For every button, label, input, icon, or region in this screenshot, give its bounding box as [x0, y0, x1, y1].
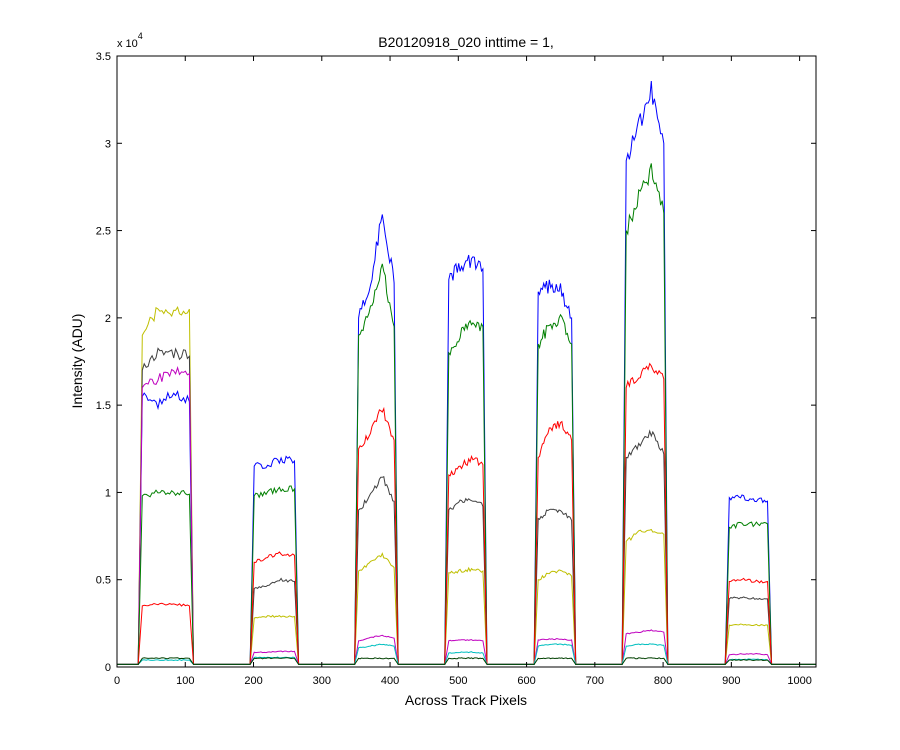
- x-axis-label: Across Track Pixels: [405, 692, 527, 708]
- x-tick-label: 500: [449, 675, 467, 687]
- y-tick-label: 0: [105, 662, 111, 674]
- y-ticks: 0 0.5 1 1.5 2 2.5 3 3.5: [96, 51, 816, 674]
- series-line-8: [117, 657, 816, 665]
- y-multiplier-exponent: 4: [138, 31, 143, 41]
- plot-frame: [116, 55, 817, 668]
- series-line-2: [117, 305, 816, 665]
- y-tick-label: 3: [105, 138, 111, 150]
- y-axis-label: Intensity (ADU): [69, 314, 85, 409]
- x-tick-label: 600: [517, 675, 535, 687]
- series-layer: [117, 80, 816, 665]
- x-tick-label: 800: [654, 675, 672, 687]
- x-tick-label: 100: [176, 675, 194, 687]
- x-tick-label: 300: [313, 675, 331, 687]
- x-tick-label: 200: [244, 675, 262, 687]
- y-multiplier-label: x 104: [117, 31, 143, 50]
- series-line-7: [117, 643, 816, 665]
- y-tick-label: 2.5: [96, 226, 111, 238]
- y-tick-label: 3.5: [96, 51, 111, 63]
- series-line-5: [117, 163, 816, 665]
- chart-title: B20120918_020 inttime = 1,: [378, 34, 554, 50]
- y-tick-label: 2: [105, 313, 111, 325]
- x-ticks: 0 100 200 300 400 500 600 700 800 900 1000: [114, 56, 812, 687]
- x-tick-label: 1000: [787, 675, 811, 687]
- y-tick-label: 1.5: [96, 400, 111, 412]
- x-tick-label: 700: [586, 675, 604, 687]
- x-tick-label: 900: [722, 675, 740, 687]
- y-tick-label: 1: [105, 487, 111, 499]
- plot-area: [117, 56, 816, 667]
- x-tick-label: 0: [114, 675, 120, 687]
- series-line-3: [117, 347, 816, 665]
- y-multiplier-base: x 10: [117, 38, 138, 50]
- x-tick-label: 400: [381, 675, 399, 687]
- series-line-6: [117, 362, 816, 665]
- y-tick-label: 0.5: [96, 575, 111, 587]
- series-line-1: [117, 80, 816, 665]
- series-line-4: [117, 365, 816, 665]
